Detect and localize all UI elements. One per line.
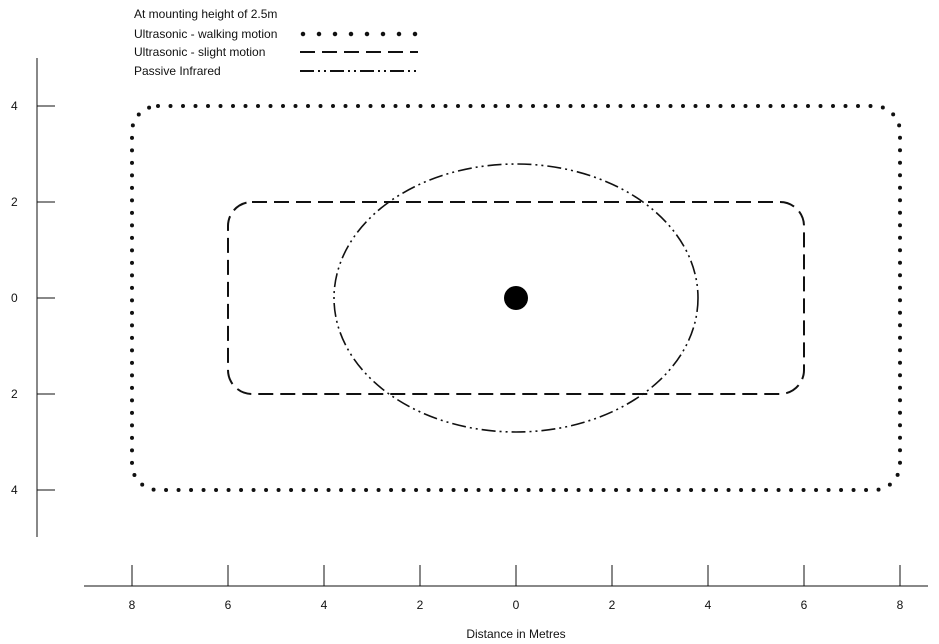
y-tick-label: 4 [11,483,18,497]
y-tick-label: 0 [11,291,18,305]
x-tick-label: 4 [321,598,328,612]
x-axis-title: Distance in Metres [466,627,565,641]
y-axis: 4 2 0 2 4 [11,58,55,537]
x-tick-label: 6 [801,598,808,612]
sensor-marker [504,286,528,310]
x-tick-label: 2 [609,598,616,612]
legend-label-pir: Passive Infrared [134,64,221,78]
x-tick-label: 2 [417,598,424,612]
legend-heading: At mounting height of 2.5m [134,7,277,21]
x-tick-label: 4 [705,598,712,612]
y-tick-label: 2 [11,387,18,401]
coverage-zones [130,104,902,492]
passive-infrared-zone [333,163,699,433]
x-tick-label: 6 [225,598,232,612]
x-tick-label: 0 [513,598,520,612]
walking-motion-zone [130,104,902,492]
x-tick-label: 8 [129,598,136,612]
x-axis: 8 6 4 2 0 2 4 6 8 Distance in Metres [84,565,928,641]
y-tick-label: 4 [11,99,18,113]
slight-motion-zone [227,201,805,395]
legend: At mounting height of 2.5m Ultrasonic - … [134,7,420,78]
y-tick-label: 2 [11,195,18,209]
x-tick-label: 8 [897,598,904,612]
legend-label-walking: Ultrasonic - walking motion [134,27,277,41]
legend-label-slight: Ultrasonic - slight motion [134,45,265,59]
